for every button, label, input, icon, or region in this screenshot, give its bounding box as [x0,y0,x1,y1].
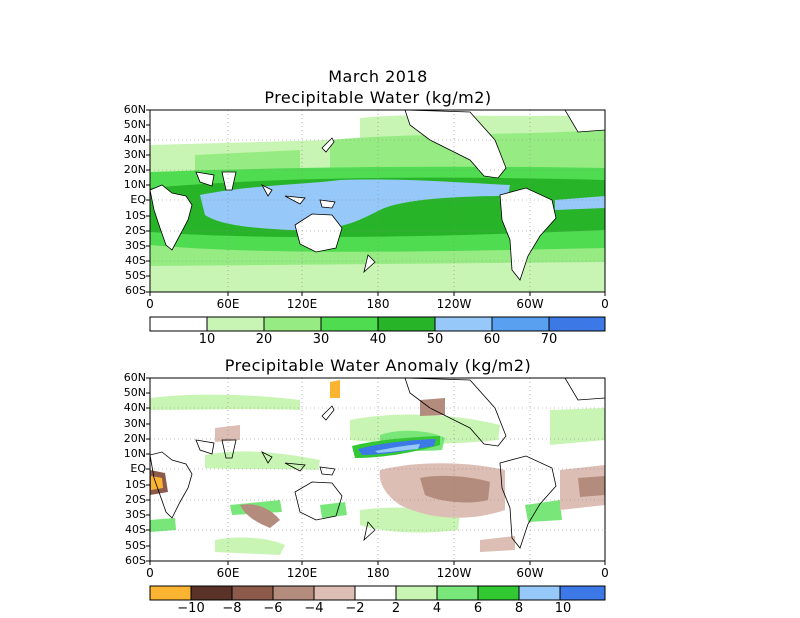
anomaly-lon-label: 120E [286,566,318,580]
anomaly-ticks [146,377,606,565]
pw-lat-label: 20S [125,224,146,237]
pw-colorbar-swatch-4 [377,316,436,332]
pw-colorbar-label: 20 [255,332,273,347]
anomaly-colorbar-swatch-4 [313,585,356,601]
anomaly-colorbar-swatch-7 [436,585,479,601]
anomaly-lat-label: 20S [125,493,146,506]
anomaly-lat-label: 40N [123,401,146,414]
pw-lon-label: 120W [436,297,472,311]
pw-colorbar-swatch-1 [206,316,265,332]
anomaly-colorbar-swatch-2 [231,585,274,601]
anomaly-lat-label: 30N [123,417,146,430]
pw-lat-label: 40S [125,254,146,267]
anomaly-colorbar-swatch-9 [518,585,561,601]
pw-lon-label: 120E [286,297,318,311]
pw-colorbar-label: 70 [540,332,558,347]
pw-lat-label: 10S [125,209,146,222]
anomaly-colorbar-label: −2 [345,601,365,616]
anomaly-colorbar-swatch-1 [190,585,233,601]
anomaly-lat-label: EQ [130,462,146,475]
anomaly-lat-label: 30S [125,508,146,521]
anomaly-lon-label: 0 [146,566,154,580]
anomaly-colorbar-label: 8 [514,601,524,616]
anomaly-lon-label: 180 [366,566,390,580]
anomaly-colorbar-label: −6 [263,601,283,616]
pw-lat-label: 30N [123,148,146,161]
anomaly-colorbar-label: 2 [391,601,401,616]
pw-lon-label: 60E [216,297,240,311]
anomaly-lat-label: 60S [125,554,146,567]
pw-title-line1: March 2018 [328,67,428,86]
pw-lon-label: 0 [146,297,154,311]
pw-colorbar [149,316,606,332]
pw-lat-label: 10N [123,178,146,191]
anomaly-colorbar-label: −10 [177,601,205,616]
anomaly-colorbar-swatch-0 [149,585,192,601]
anomaly-colorbar-label: 10 [554,601,572,616]
anomaly-lat-label: 50N [123,386,146,399]
anomaly-colorbar-swatch-6 [395,585,438,601]
pw-lat-label: 60S [125,284,146,297]
anomaly-map [150,378,605,561]
anomaly-lon-label: 60E [216,566,240,580]
pw-coastlines [150,110,605,281]
pw-lon-label: 60W [516,297,544,311]
anomaly-colorbar-label: −4 [304,601,324,616]
pw-lat-label: EQ [130,193,146,206]
pw-title-line2: Precipitable Water (kg/m2) [264,88,492,107]
pw-colorbar-swatch-7 [548,316,606,332]
anomaly-lon-label: 60W [516,566,544,580]
pw-colorbar-label: 60 [483,332,501,347]
anomaly-lat-label: 20N [123,432,146,445]
anomaly-lat-label: 40S [125,523,146,536]
pw-colorbar-swatch-5 [434,316,493,332]
pw-colorbar-label: 40 [369,332,387,347]
anomaly-coastlines [150,378,605,549]
anomaly-colorbar-swatch-3 [272,585,315,601]
anomaly-colorbar-label: 6 [473,601,483,616]
pw-lat-label: 50N [123,118,146,131]
anomaly-colorbar-label: −8 [222,601,242,616]
pw-lat-label: 60N [123,103,146,116]
anomaly-lon-label: 0 [601,566,609,580]
pw-colorbar-swatch-3 [320,316,379,332]
anomaly-gridlines [150,378,605,561]
pw-colorbar-swatch-6 [491,316,550,332]
anomaly-colorbar-swatch-10 [559,585,606,601]
anomaly-lon-label: 120W [436,566,472,580]
anomaly-title: Precipitable Water Anomaly (kg/m2) [224,356,532,375]
pw-colorbar-label: 10 [198,332,216,347]
pw-colorbar-label: 50 [426,332,444,347]
pw-ticks [146,109,606,296]
pw-lat-label: 50S [125,269,146,282]
anomaly-colorbar-swatch-5 [354,585,397,601]
pw-colorbar-swatch-2 [263,316,322,332]
anomaly-lat-label: 10N [123,447,146,460]
anomaly-lat-label: 60N [123,371,146,384]
anomaly-lat-label: 10S [125,478,146,491]
pw-lat-label: 20N [123,163,146,176]
pw-lat-label: 30S [125,239,146,252]
pw-lon-label: 180 [366,297,390,311]
anomaly-colorbar-swatch-8 [477,585,520,601]
pw-lon-label: 0 [601,297,609,311]
pw-colorbar-swatch-0 [149,316,208,332]
anomaly-colorbar [149,585,606,601]
pw-lat-label: 40N [123,133,146,146]
anomaly-lat-label: 50S [125,539,146,552]
anomaly-colorbar-label: 4 [432,601,442,616]
pw-colorbar-label: 30 [312,332,330,347]
